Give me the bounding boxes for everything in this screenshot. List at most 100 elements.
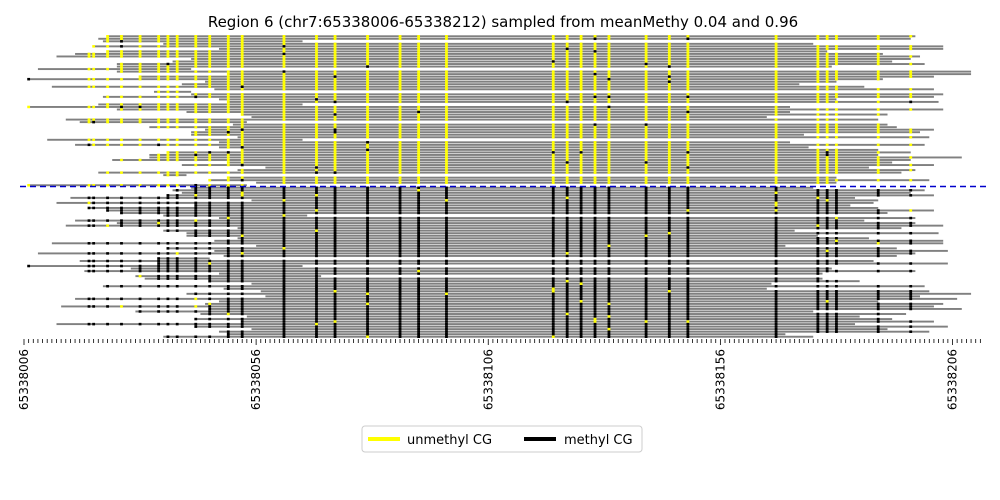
cpg-mark: [593, 282, 597, 285]
cpg-mark: [667, 42, 671, 46]
cpg-mark: [816, 272, 820, 275]
cpg-mark: [175, 50, 179, 53]
cpg-mark: [565, 254, 569, 258]
cpg-mark: [166, 335, 170, 338]
read-bar: [158, 257, 210, 260]
cpg-mark: [226, 274, 230, 278]
cpg-mark: [138, 259, 142, 263]
cpg-mark: [226, 259, 230, 263]
cpg-mark: [579, 37, 583, 41]
cpg-mark: [282, 327, 286, 331]
cpg-mark: [282, 80, 286, 83]
cpg-mark: [774, 330, 778, 333]
cpg-mark: [445, 62, 448, 66]
cpg-mark: [138, 242, 142, 245]
cpg-mark: [816, 128, 820, 131]
cpg-mark: [607, 310, 611, 313]
cpg-mark: [445, 158, 448, 162]
cpg-mark: [315, 148, 318, 152]
cpg-mark: [366, 151, 369, 154]
cpg-mark: [607, 100, 611, 104]
cpg-mark: [194, 229, 198, 232]
read-bar: [140, 75, 934, 78]
cpg-mark: [774, 325, 778, 328]
cpg-mark: [816, 143, 820, 147]
cpg-mark: [417, 123, 421, 126]
read-bar: [172, 189, 925, 192]
cpg-mark: [282, 307, 286, 311]
cpg-mark: [644, 330, 648, 333]
cpg-mark: [876, 327, 880, 331]
cpg-mark: [565, 151, 569, 154]
cpg-mark: [315, 77, 318, 81]
cpg-mark: [551, 259, 555, 263]
cpg-mark: [315, 136, 318, 139]
cpg-mark: [774, 60, 778, 63]
cpg-mark: [445, 267, 448, 270]
cpg-mark: [816, 65, 820, 68]
cpg-mark: [667, 242, 671, 245]
cpg-mark: [565, 176, 569, 179]
cpg-mark: [551, 267, 555, 270]
cpg-mark: [138, 196, 142, 200]
cpg-mark: [398, 224, 402, 227]
cpg-mark: [166, 221, 170, 225]
cpg-mark: [226, 133, 230, 136]
cpg-mark: [194, 257, 198, 260]
cpg-mark: [398, 130, 402, 134]
cpg-mark: [565, 237, 569, 240]
cpg-mark: [366, 277, 369, 280]
cpg-mark: [565, 128, 569, 131]
cpg-mark: [686, 37, 690, 41]
read-bar: [37, 252, 916, 255]
cpg-mark: [333, 75, 337, 78]
cpg-mark: [644, 45, 648, 48]
cpg-mark: [579, 176, 583, 179]
cpg-mark: [835, 194, 838, 197]
cpg-mark: [644, 201, 648, 205]
cpg-mark: [551, 297, 555, 301]
cpg-mark: [667, 133, 671, 136]
cpg-mark: [667, 45, 671, 48]
cpg-mark: [398, 221, 402, 225]
cpg-mark: [194, 163, 198, 167]
cpg-mark: [208, 229, 212, 232]
cpg-mark: [876, 307, 880, 311]
cpg-mark: [686, 259, 690, 263]
cpg-mark: [282, 55, 286, 58]
cpg-mark: [157, 77, 161, 81]
cpg-mark: [876, 211, 880, 215]
cpg-mark: [208, 130, 212, 134]
cpg-mark: [417, 98, 421, 101]
cpg-mark: [909, 72, 913, 76]
cpg-mark: [240, 57, 244, 61]
cpg-mark: [551, 234, 555, 237]
cpg-mark: [315, 237, 318, 240]
cpg-mark: [774, 156, 778, 159]
cpg-mark: [774, 100, 778, 104]
cpg-mark: [366, 115, 369, 119]
read-bar: [116, 65, 832, 68]
cpg-mark: [240, 239, 244, 243]
cpg-mark: [194, 57, 198, 61]
cpg-mark: [667, 85, 671, 89]
cpg-mark: [87, 52, 91, 56]
cpg-mark: [333, 216, 337, 220]
cpg-mark: [208, 274, 212, 278]
cpg-mark: [398, 133, 402, 136]
cpg-mark: [226, 317, 230, 321]
cpg-mark: [686, 171, 690, 174]
cpg-mark: [157, 105, 161, 109]
cpg-mark: [175, 118, 179, 121]
cpg-mark: [607, 181, 611, 184]
cpg-mark: [175, 252, 179, 255]
cpg-mark: [644, 75, 648, 78]
cpg-mark: [194, 264, 198, 268]
cpg-mark: [607, 302, 611, 306]
cpg-mark: [315, 332, 318, 336]
cpg-mark: [417, 332, 421, 336]
cpg-mark: [644, 153, 648, 157]
cpg-mark: [565, 88, 569, 91]
cpg-mark: [593, 272, 597, 275]
cpg-mark: [194, 189, 198, 192]
